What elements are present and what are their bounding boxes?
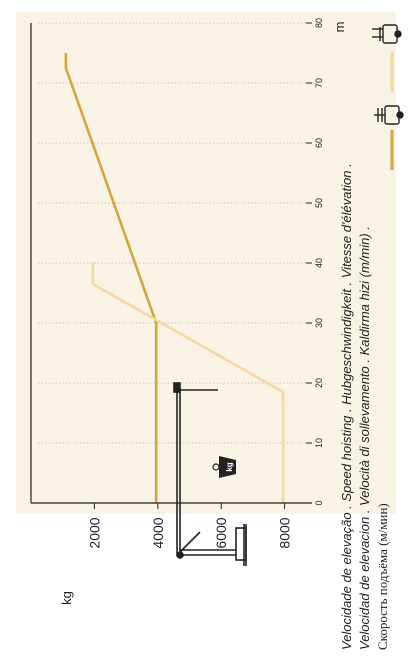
x-tick-label-70: 70	[314, 78, 324, 88]
y-tick-label-4000: 4000	[150, 517, 166, 548]
caption-line-2: Velocidad de elevacion . Velocità di sol…	[357, 226, 372, 650]
x-tick-label-50: 50	[314, 198, 324, 208]
y-axis-label: kg	[59, 591, 74, 605]
x-tick-label-60: 60	[314, 138, 324, 148]
x-tick-label-40: 40	[314, 258, 324, 268]
x-tick-label-10: 10	[314, 438, 324, 448]
x-axis-label: m	[332, 22, 347, 33]
weight-badge-label: kg	[225, 462, 234, 471]
series-line-dark	[64, 53, 158, 503]
x-tick-label-20: 20	[314, 378, 324, 388]
caption-line-3: Скорость подъёма (м/мин)	[375, 503, 390, 650]
hoist-double-icon	[372, 24, 402, 44]
x-tick-label-30: 30	[314, 318, 324, 328]
y-tick-label-2000: 2000	[86, 517, 102, 548]
caption-line-1: Velocidade de elevação . Speed hoisting …	[339, 163, 354, 650]
x-tick-label-80: 80	[314, 18, 324, 28]
x-tick-label-0: 0	[314, 500, 324, 505]
caption: Velocidade de elevação . Speed hoisting …	[339, 163, 390, 650]
y-tick-label-6000: 6000	[213, 517, 229, 548]
weight-icon: kg	[212, 456, 236, 478]
hoist-single-icon	[374, 105, 404, 125]
crane-icon	[173, 382, 247, 566]
series-line-light	[91, 263, 285, 503]
y-tick-label-8000: 8000	[277, 517, 293, 548]
